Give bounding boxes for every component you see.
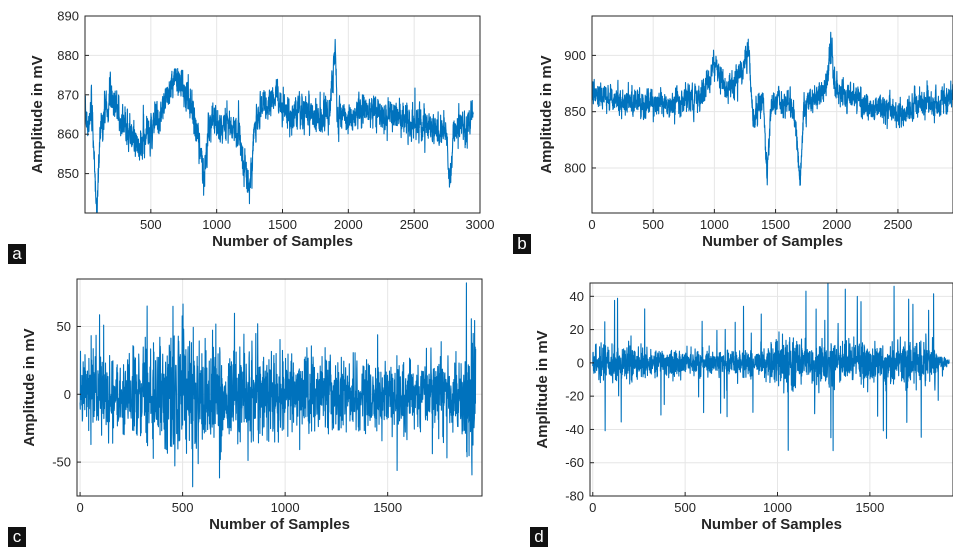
y-tick-label-b: 800	[564, 160, 586, 175]
x-tick-label-b: 0	[588, 217, 595, 232]
x-tick-label-a: 3000	[466, 217, 495, 232]
x-tick-label-d: 500	[674, 500, 696, 515]
x-tick-label-b: 1500	[761, 217, 790, 232]
y-tick-label-d: 40	[570, 289, 584, 304]
panel-letter-d: d	[534, 527, 543, 546]
panel-d: 0 500 1000 1500 -80 -60 -40 -20 0 20 40 Number of S…	[530, 282, 953, 547]
y-tick-label-c: -50	[52, 455, 71, 470]
x-tick-label-d: 1000	[763, 500, 792, 515]
y-tick-label-d: 0	[577, 355, 584, 370]
x-tick-label-c: 1500	[373, 500, 402, 515]
x-tick-label-c: 0	[76, 500, 83, 515]
axes-frame-d	[589, 282, 953, 497]
x-axis-title-d: Number of Samples	[701, 516, 842, 533]
x-axis-title-c: Number of Samples	[209, 516, 350, 533]
x-tick-label-b: 1000	[700, 217, 729, 232]
series-line-c	[79, 282, 477, 488]
y-tick-label-d: -80	[565, 489, 584, 504]
x-tick-label-a: 1500	[268, 217, 297, 232]
series-line-a	[85, 38, 474, 213]
x-tick-label-a: 500	[140, 217, 162, 232]
x-tick-label-c: 1000	[271, 500, 300, 515]
x-axis-title-b: Number of Samples	[702, 233, 843, 250]
x-tick-label-d: 1500	[855, 500, 884, 515]
y-axis-title-a: Amplitude in mV	[29, 55, 46, 173]
panel-letter-a: a	[12, 244, 22, 263]
panel-badge-b	[513, 234, 531, 254]
y-tick-label-a: 860	[57, 127, 79, 142]
series-line-b	[592, 31, 953, 186]
y-tick-label-d: 20	[570, 322, 584, 337]
x-tick-label-c: 500	[172, 500, 194, 515]
axes-frame-c	[76, 278, 483, 497]
series-line-d	[592, 283, 950, 452]
y-axis-title-b: Amplitude in mV	[538, 55, 555, 173]
x-tick-label-b: 2000	[822, 217, 851, 232]
panel-b: 0 500 1000 1500 2000 2500 800 850 900 Number of S…	[513, 15, 953, 254]
x-tick-label-b: 500	[642, 217, 664, 232]
y-tick-label-c: 50	[57, 319, 71, 334]
y-tick-label-c: 0	[64, 387, 71, 402]
panel-badge-a	[8, 244, 26, 264]
y-tick-label-a: 870	[57, 87, 79, 102]
x-tick-label-d: 0	[589, 500, 596, 515]
x-tick-label-a: 2000	[334, 217, 363, 232]
y-axis-title-d: Amplitude in mV	[534, 330, 551, 448]
y-tick-label-a: 880	[57, 48, 79, 63]
y-tick-label-b: 850	[564, 104, 586, 119]
panel-badge-d	[530, 527, 548, 547]
panel-badge-c	[8, 527, 26, 547]
axes-frame-b	[591, 15, 953, 214]
y-tick-label-d: -60	[565, 455, 584, 470]
x-tick-label-a: 1000	[202, 217, 231, 232]
panel-letter-b: b	[517, 234, 526, 253]
y-tick-label-d: -20	[565, 389, 584, 404]
panel-c: 0 500 1000 1500 -50 0 50 Number of Samples Ampli…	[8, 278, 483, 547]
x-tick-label-b: 2500	[883, 217, 912, 232]
plot-area-d	[590, 283, 953, 496]
x-tick-label-a: 2500	[400, 217, 429, 232]
panel-letter-c: c	[13, 527, 22, 546]
y-tick-label-a: 850	[57, 166, 79, 181]
y-tick-label-d: -40	[565, 422, 584, 437]
y-tick-label-b: 900	[564, 48, 586, 63]
y-axis-title-c: Amplitude in mV	[21, 328, 38, 446]
panel-a: 500 1000 1500 2000 2500 3000 850 860 870 880 890 Nu…	[8, 9, 495, 264]
x-axis-title-a: Number of Samples	[212, 233, 353, 250]
y-tick-label-a: 890	[57, 9, 79, 24]
